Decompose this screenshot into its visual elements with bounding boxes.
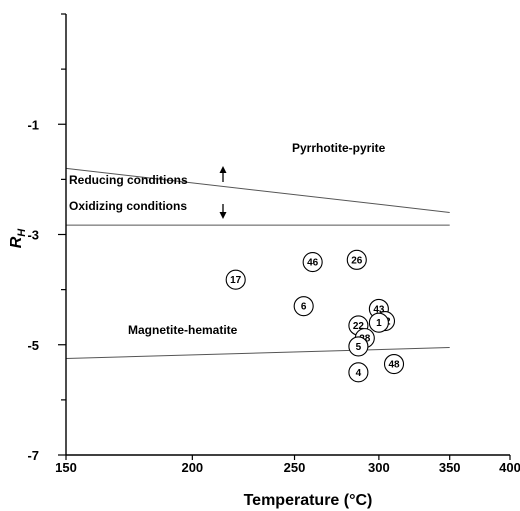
data-point: 5 [348,336,369,357]
y-tick-label: -5 [27,338,39,353]
data-point: 46 [302,252,323,273]
axes [65,14,510,456]
x-tick-label: 350 [439,460,461,475]
data-point-label: 6 [301,302,307,313]
data-point-marker [346,249,367,270]
data-point-label: 46 [307,258,319,269]
data-point-label: 26 [351,255,363,266]
data-point-marker [348,362,369,383]
data-point-marker [383,353,405,375]
data-point-label: 22 [353,321,365,332]
pyrrhotite-pyrite-label: Pyrrhotite-pyrite [292,141,386,155]
magnetite-hematite-label: Magnetite-hematite [128,323,238,337]
series-line-0 [65,167,450,213]
reducing-conditions-label: Reducing conditions [69,173,188,187]
x-tick-label: 150 [55,460,77,475]
y-tick-label: -3 [27,228,39,243]
y-axis-title-main: R [8,236,25,248]
x-tick-label: 300 [368,460,390,475]
data-point-label: 5 [356,342,362,353]
x-tick-label: 250 [284,460,306,475]
tick-layer: 150 200 250 300 350 400 -1 -3 -5 -7 [27,13,520,475]
data-point-marker [368,312,389,333]
data-point-label: 48 [388,360,400,371]
y-axis-title-subscript: H [16,228,28,237]
data-point-marker [348,336,369,357]
y-tick-label: -1 [27,117,39,132]
x-tick-label: 200 [181,460,203,475]
series-line-2 [65,347,450,360]
up-arrow-icon [219,166,227,182]
x-axis-title: Temperature (°C) [244,492,373,509]
data-point-marker [302,252,323,273]
data-point: 1 [368,312,389,333]
data-point-marker [225,269,246,290]
data-point-label: 1 [376,318,382,329]
data-point-label: 17 [230,275,242,286]
annotation-layer: Pyrrhotite-pyrite Magnetite-hematite Reduc… [69,141,386,337]
data-point-label: 43 [373,304,385,315]
y-tick-label: -7 [27,448,39,463]
oxidizing-conditions-label: Oxidizing conditions [69,199,187,213]
data-point: 6 [293,296,314,317]
x-tick-label: 400 [499,460,520,475]
data-point: 48 [383,353,405,375]
data-point: 17 [225,269,246,290]
y-axis-title: RH [8,228,28,249]
data-point: 26 [346,249,367,270]
data-point-marker [293,296,314,317]
data-point: 4 [348,362,369,383]
point-layer: 17462664352122285484 [225,249,405,383]
svg-text:RH: RH [8,228,28,249]
line-layer [65,167,450,360]
data-point-label: 4 [356,368,362,379]
down-arrow-icon [219,204,227,219]
